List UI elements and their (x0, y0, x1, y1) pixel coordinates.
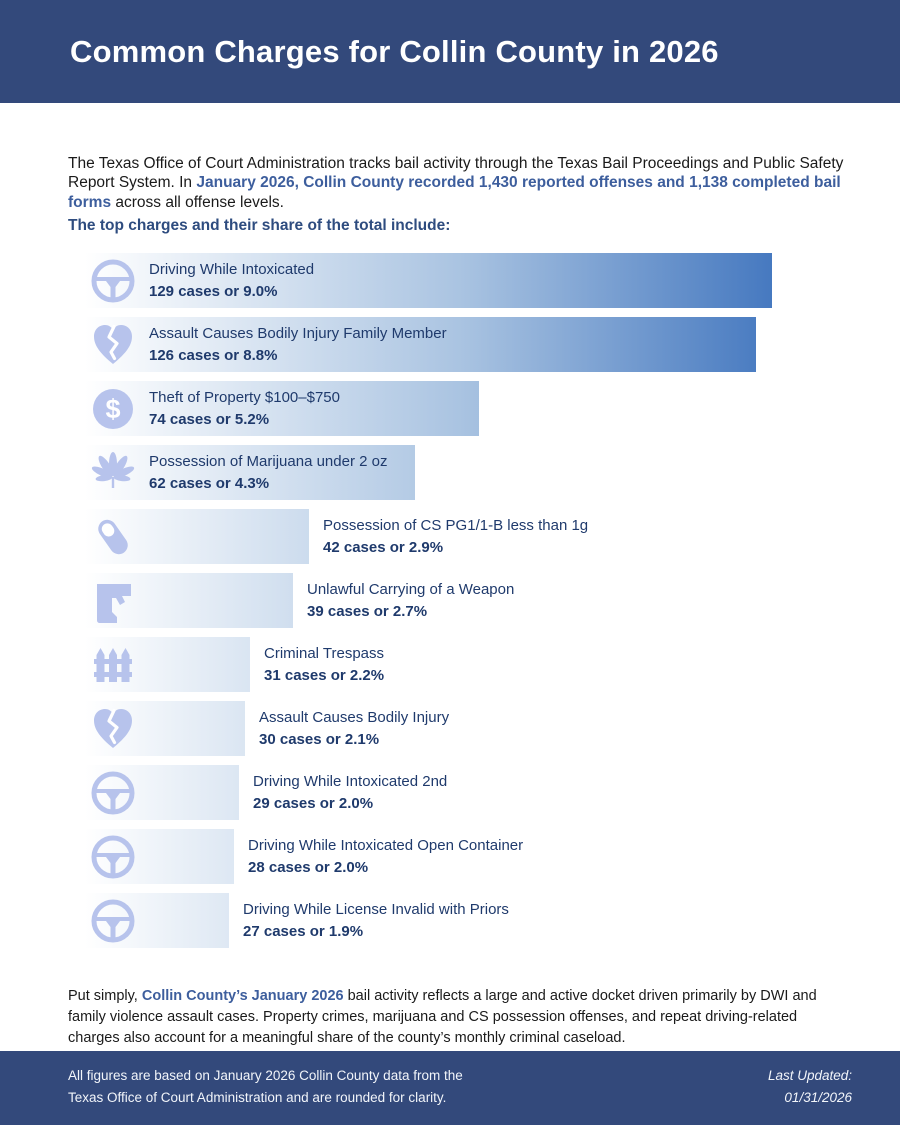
fence-icon (89, 641, 137, 689)
charge-text: Driving While Intoxicated 2nd 29 cases or… (253, 772, 447, 814)
chart-row: Unlawful Carrying of a Weapon 39 cases or… (85, 573, 900, 628)
last-updated-date: 01/31/2026 (784, 1089, 852, 1105)
charge-label: Driving While Intoxicated (149, 260, 315, 278)
chart-row: Criminal Trespass 31 cases or 2.2% (85, 637, 900, 692)
charge-label: Driving While Intoxicated 2nd (253, 772, 448, 790)
svg-text:$: $ (105, 394, 120, 424)
steering-wheel-icon (89, 769, 137, 817)
broken-heart-icon (89, 705, 137, 753)
footer-note-line1: All figures are based on January 2026 Co… (68, 1068, 463, 1083)
summary-text-before: Put simply, (68, 987, 142, 1004)
charge-stat: 74 cases or 5.2% (149, 410, 270, 428)
intro-paragraph: The Texas Office of Court Administration… (68, 154, 858, 213)
page-title: Common Charges for Collin County in 2026 (70, 33, 719, 69)
footer-band: All figures are based on January 2026 Co… (0, 1051, 900, 1125)
charge-stat: 31 cases or 2.2% (264, 666, 385, 684)
charge-text: Criminal Trespass 31 cases or 2.2% (264, 644, 384, 686)
charge-text: Driving While Intoxicated 129 cases or 9.… (149, 260, 314, 302)
charge-text: Assault Causes Bodily Injury 30 cases or … (259, 708, 449, 750)
charge-text: Possession of CS PG1/1-B less than 1g 42 … (323, 516, 588, 558)
charge-text: Unlawful Carrying of a Weapon 39 cases or… (307, 580, 514, 622)
charge-stat: 39 cases or 2.7% (307, 602, 428, 620)
chart-row: Assault Causes Bodily Injury 30 cases or … (85, 701, 900, 756)
charge-label: Driving While License Invalid with Prior… (243, 900, 509, 918)
charge-bar (85, 381, 479, 436)
last-updated: Last Updated: 01/31/2026 (768, 1065, 852, 1108)
broken-heart-icon (89, 321, 137, 369)
header-band: Common Charges for Collin County in 2026 (0, 0, 900, 103)
charge-label: Unlawful Carrying of a Weapon (307, 580, 515, 598)
charge-stat: 126 cases or 8.8% (149, 346, 278, 364)
charge-text: Driving While Intoxicated Open Container… (248, 836, 523, 878)
intro-text-before: The Texas Office of Court Administration… (68, 154, 844, 192)
charge-bar (85, 253, 772, 308)
charge-stat: 27 cases or 1.9% (243, 922, 364, 940)
chart-heading: The top charges and their share of the t… (68, 217, 451, 234)
pill-icon (89, 513, 137, 561)
summary-paragraph: Put simply, Collin County’s January 2026… (68, 986, 846, 1049)
charge-label: Possession of CS PG1/1-B less than 1g (323, 516, 589, 534)
dollar-circle-icon: $ (89, 385, 137, 433)
chart-row: Assault Causes Bodily Injury Family Memb… (85, 317, 900, 372)
chart-row: Driving While Intoxicated 2nd 29 cases or… (85, 765, 900, 820)
charge-bar (85, 317, 756, 372)
chart-row: Possession of CS PG1/1-B less than 1g 42 … (85, 509, 900, 564)
summary-text-after: bail activity reflects a large and activ… (68, 987, 817, 1046)
footer-note: All figures are based on January 2026 Co… (68, 1065, 528, 1108)
steering-wheel-icon (89, 833, 137, 881)
chart-row: Driving While Intoxicated Open Container… (85, 829, 900, 884)
intro-text-after: across all offense levels. (111, 193, 284, 211)
steering-wheel-icon (89, 257, 137, 305)
chart-row: $ Theft of Property $100–$750 74 cases or … (85, 381, 900, 436)
cannabis-leaf-icon (89, 449, 137, 497)
footer-note-line2: Texas Office of Court Administration and… (68, 1089, 447, 1105)
charge-text: Theft of Property $100–$750 74 cases or 5… (149, 388, 340, 430)
intro-highlight: January 2026, Collin County recorded 1,4… (68, 174, 841, 211)
chart-row: Driving While Intoxicated 129 cases or 9.… (85, 253, 900, 308)
charge-stat: 29 cases or 2.0% (253, 794, 374, 812)
chart-row: Driving While License Invalid with Prior… (85, 893, 900, 948)
charge-text: Driving While License Invalid with Prior… (243, 900, 509, 942)
charge-label: Possession of Marijuana under 2 oz (149, 452, 388, 470)
charge-stat: 28 cases or 2.0% (248, 858, 369, 876)
charge-stat: 62 cases or 4.3% (149, 474, 270, 492)
charge-text: Possession of Marijuana under 2 oz 62 cas… (149, 452, 387, 494)
charge-label: Assault Causes Bodily Injury Family Memb… (149, 324, 447, 342)
charge-label: Driving While Intoxicated Open Container (248, 836, 524, 854)
charge-stat: 42 cases or 2.9% (323, 538, 444, 556)
charge-label: Assault Causes Bodily Injury (259, 708, 450, 726)
chart-row: Possession of Marijuana under 2 oz 62 cas… (85, 445, 900, 500)
charge-text: Assault Causes Bodily Injury Family Memb… (149, 324, 447, 366)
handgun-icon (89, 577, 137, 625)
charge-stat: 30 cases or 2.1% (259, 730, 380, 748)
last-updated-label: Last Updated: (767, 1068, 852, 1083)
charge-label: Theft of Property $100–$750 (149, 388, 340, 406)
charge-bar (85, 445, 415, 500)
summary-highlight: Collin County’s January 2026 (141, 987, 344, 1004)
steering-wheel-icon (89, 897, 137, 945)
charge-stat: 129 cases or 9.0% (149, 282, 278, 300)
charge-label: Criminal Trespass (264, 644, 385, 662)
bar-chart: Driving While Intoxicated 129 cases or 9.… (85, 253, 900, 949)
